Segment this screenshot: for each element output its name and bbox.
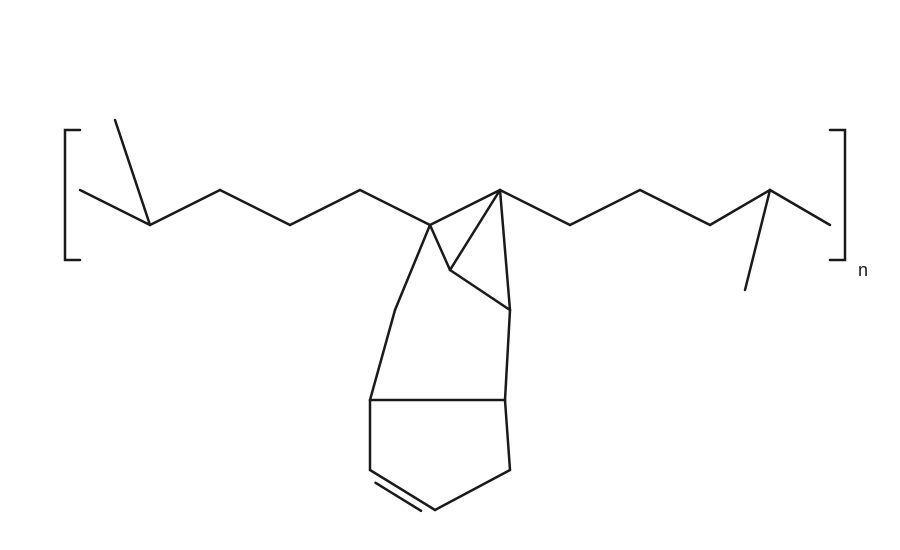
repeat-unit-subscript: n xyxy=(858,260,868,281)
molecule-structure xyxy=(65,120,845,511)
chemical-structure-svg xyxy=(0,0,900,550)
